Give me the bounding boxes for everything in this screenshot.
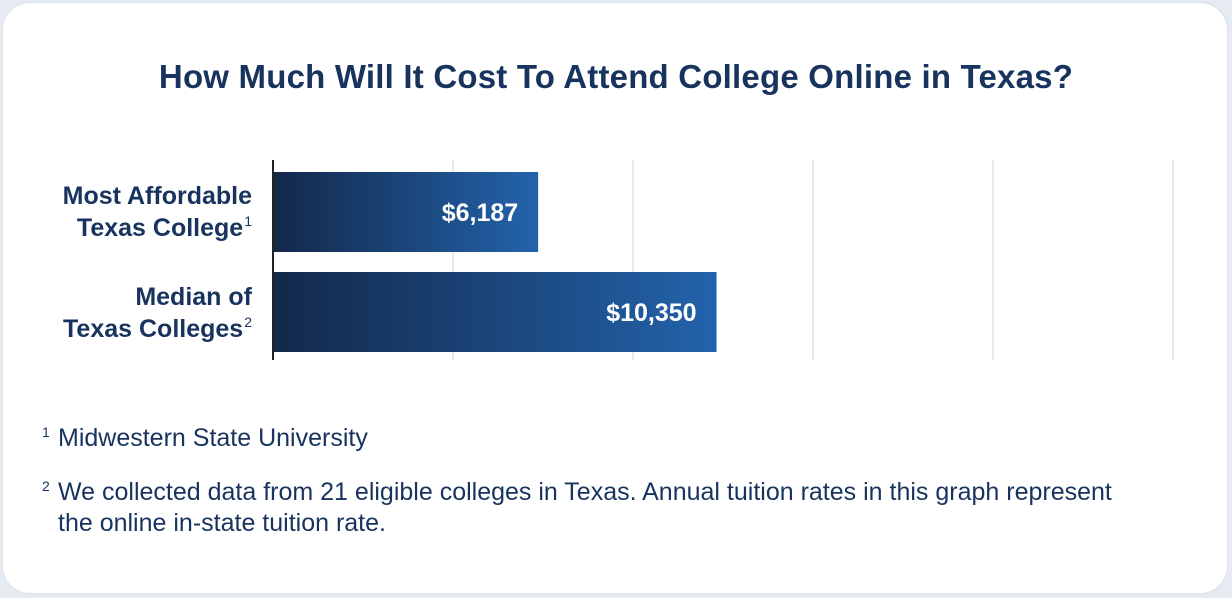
footnote-mark: 2 [42, 478, 50, 494]
footnote-ref-2: 2 [244, 314, 252, 330]
footnote-1: 1 Midwestern State University [42, 423, 1138, 454]
footnote-mark: 1 [42, 424, 50, 440]
category-label-most-affordable: Most Affordable Texas College1 [0, 180, 252, 244]
chart-title: How Much Will It Cost To Attend College … [158, 58, 1074, 95]
footnote-2: 2 We collected data from 21 eligible col… [42, 477, 1138, 539]
bar [273, 272, 717, 352]
category-label-line2: Texas College [76, 214, 244, 242]
footnote-text: We collected data from 21 eligible colle… [58, 478, 1112, 537]
bars: $6,187 $10,350 [273, 172, 717, 352]
category-label-line1: Most Affordable [62, 182, 252, 210]
bar [273, 172, 539, 252]
footnote-ref-1: 1 [244, 213, 252, 229]
category-label-line2: Texas Colleges [63, 315, 244, 343]
category-label-line1: Median of [135, 283, 252, 311]
bar-chart: $6,187 $10,350 [272, 160, 1174, 360]
bar-value-label: $10,350 [606, 299, 696, 327]
category-label-median: Median of Texas Colleges2 [0, 281, 252, 345]
footnote-text: Midwestern State University [58, 424, 368, 452]
bar-value-label: $6,187 [442, 199, 518, 227]
